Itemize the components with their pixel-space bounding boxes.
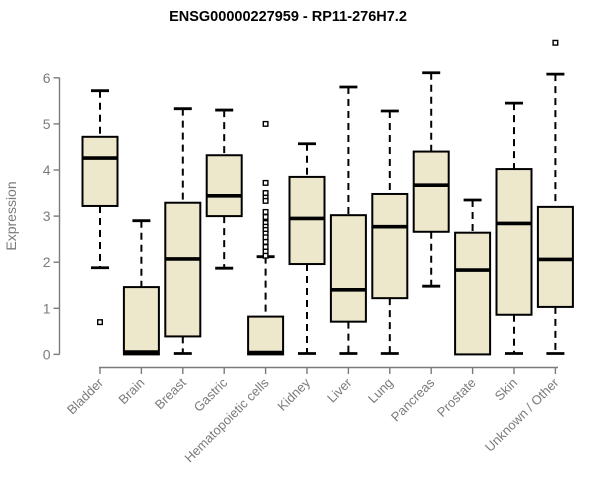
- y-tick-label: 4: [43, 162, 51, 178]
- y-axis-label: Expression: [3, 181, 19, 250]
- outlier-point: [262, 197, 269, 204]
- outlier-point: [262, 120, 269, 127]
- y-tick-label: 5: [43, 116, 51, 132]
- box-bladder: [81, 89, 119, 326]
- x-tick-label: Bladder: [64, 375, 107, 418]
- box-hematopoietic-cells: [247, 120, 285, 356]
- plot-area: [81, 39, 574, 356]
- x-tick-label: Lung: [365, 375, 396, 406]
- outlier-point: [262, 208, 269, 215]
- box-brain: [122, 219, 160, 356]
- box-liver: [329, 85, 367, 355]
- box-pancreas: [412, 71, 450, 288]
- x-tick-label: Pancreas: [388, 375, 438, 425]
- box-unknown-other: [536, 39, 574, 355]
- y-tick-label: 1: [43, 300, 51, 316]
- outlier-point: [262, 252, 269, 259]
- x-tick-label: Liver: [324, 375, 355, 406]
- box-skin: [495, 101, 533, 355]
- chart-title: ENSG00000227959 - RP11-276H7.2: [169, 9, 407, 25]
- y-axis: 0 1 2 3 4 5 6: [43, 70, 61, 362]
- outlier-point: [552, 39, 559, 46]
- box-breast: [164, 107, 202, 355]
- box-prostate: [454, 198, 492, 356]
- y-tick-label: 0: [43, 346, 51, 362]
- outlier-point: [262, 214, 269, 221]
- box-kidney: [288, 142, 326, 355]
- x-tick-label: Skin: [492, 375, 520, 403]
- y-tick-label: 3: [43, 208, 51, 224]
- x-tick-label: Brain: [115, 375, 147, 407]
- y-tick-label: 6: [43, 70, 51, 86]
- box-lung: [371, 109, 409, 355]
- x-tick-label: Unknown / Other: [482, 375, 562, 455]
- outlier-point: [262, 179, 269, 186]
- x-tick-label: Breast: [152, 375, 189, 412]
- box-gastric: [205, 108, 243, 270]
- outlier-point: [96, 319, 103, 326]
- outlier-point: [262, 238, 269, 245]
- x-tick-label: Kidney: [274, 375, 313, 414]
- x-tick-label: Prostate: [434, 375, 479, 420]
- y-tick-label: 2: [43, 254, 51, 270]
- x-tick-label: Gastric: [191, 375, 231, 415]
